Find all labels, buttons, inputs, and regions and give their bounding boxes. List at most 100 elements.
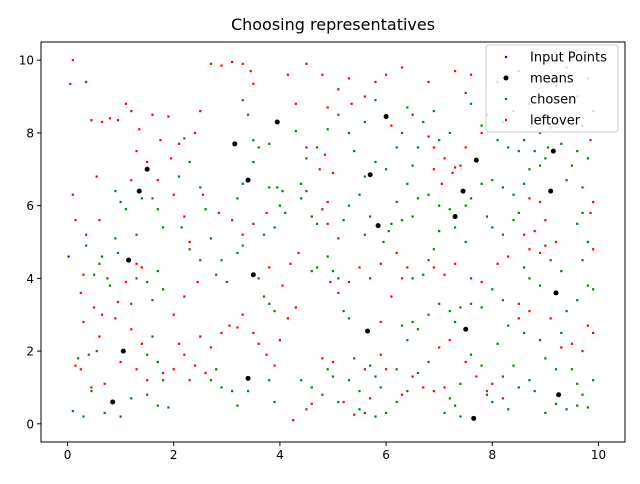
chosen-point [586,284,589,287]
chosen-point [501,233,504,236]
chosen-point [443,411,446,415]
chosen-point [151,299,154,302]
chosen-point [496,139,499,142]
chosen-point [459,306,462,309]
chosen-point [108,284,112,287]
leftover-point [183,295,186,298]
leftover-point [294,102,297,105]
leftover-point [448,339,451,342]
chosen-point [432,248,435,251]
leftover-point [451,171,454,175]
chosen-point [156,360,159,364]
chosen-point [469,102,473,105]
chosen-point [119,415,122,418]
leftover-point [241,313,244,316]
leftover-point [400,277,404,280]
chosen-point [326,128,329,131]
leftover-point [323,153,327,156]
means-point [556,392,562,398]
legend-marker [504,97,508,101]
chosen-point [180,226,183,229]
leftover-point [231,60,234,64]
chosen-point [507,324,510,327]
legend-marker [503,75,509,81]
means-point [365,328,371,334]
leftover-point [369,397,372,400]
leftover-point [432,389,435,393]
leftover-point [406,266,409,269]
leftover-point [188,240,191,244]
chosen-point [310,386,313,389]
chosen-point [177,175,181,178]
leftover-point [193,364,197,367]
chosen-point [400,131,404,135]
chosen-point [236,404,239,407]
leftover-point [440,182,443,185]
leftover-point [130,109,133,113]
chosen-point [538,131,542,135]
leftover-point [297,251,300,255]
chart-title: Choosing representatives [231,15,435,34]
leftover-point [390,124,393,127]
leftover-point [135,262,138,265]
chosen-point [406,339,409,342]
chosen-point [576,149,579,153]
leftover-point [85,233,88,236]
leftover-point [79,291,82,295]
chosen-point [576,404,579,407]
leftover-point [231,219,234,222]
leftover-point [116,119,120,122]
leftover-point [538,251,542,255]
means-point [110,399,116,405]
chosen-point [156,208,159,211]
data-points [67,59,595,422]
leftover-point [528,309,531,313]
leftover-point [138,128,141,131]
means-point [136,188,142,194]
leftover-point [363,411,366,415]
leftover-point [188,379,191,382]
chosen-point [347,379,351,382]
leftover-point [92,306,96,309]
chosen-point [284,211,287,215]
axes: 0 2 4 6 8 10 0 2 4 6 8 10 [19,41,626,462]
chosen-point [363,175,366,178]
y-tick-label: 2 [26,345,34,359]
leftover-point [156,179,159,182]
leftover-point [71,193,74,196]
chosen-point [71,409,74,413]
chosen-point [406,389,409,393]
leftover-point [592,248,595,251]
leftover-point [159,139,162,142]
leftover-point [209,346,212,349]
chosen-point [300,197,303,200]
chosen-point [544,357,547,360]
leftover-point [422,386,425,389]
chosen-point [523,331,526,335]
chosen-point [581,259,584,262]
chosen-point [570,164,574,167]
chosen-point [337,113,340,116]
leftover-point [183,137,186,140]
chosen-point [448,397,451,400]
chosen-point [315,146,319,149]
chosen-point [528,168,531,171]
leftover-point [432,168,435,171]
leftover-point [305,62,308,65]
leftover-point [100,313,104,316]
legend-marker [504,55,508,59]
leftover-point [265,211,268,215]
leftover-point [116,300,120,304]
chosen-point [268,142,271,145]
leftover-point [310,402,313,405]
chosen-point [209,237,212,240]
chosen-point [523,139,526,142]
chosen-point [246,389,250,393]
chosen-point [517,211,520,215]
leftover-point [326,106,329,109]
leftover-point [496,262,499,265]
leftover-point [491,382,494,385]
chosen-point [512,193,515,196]
y-tick-label: 10 [19,54,34,68]
